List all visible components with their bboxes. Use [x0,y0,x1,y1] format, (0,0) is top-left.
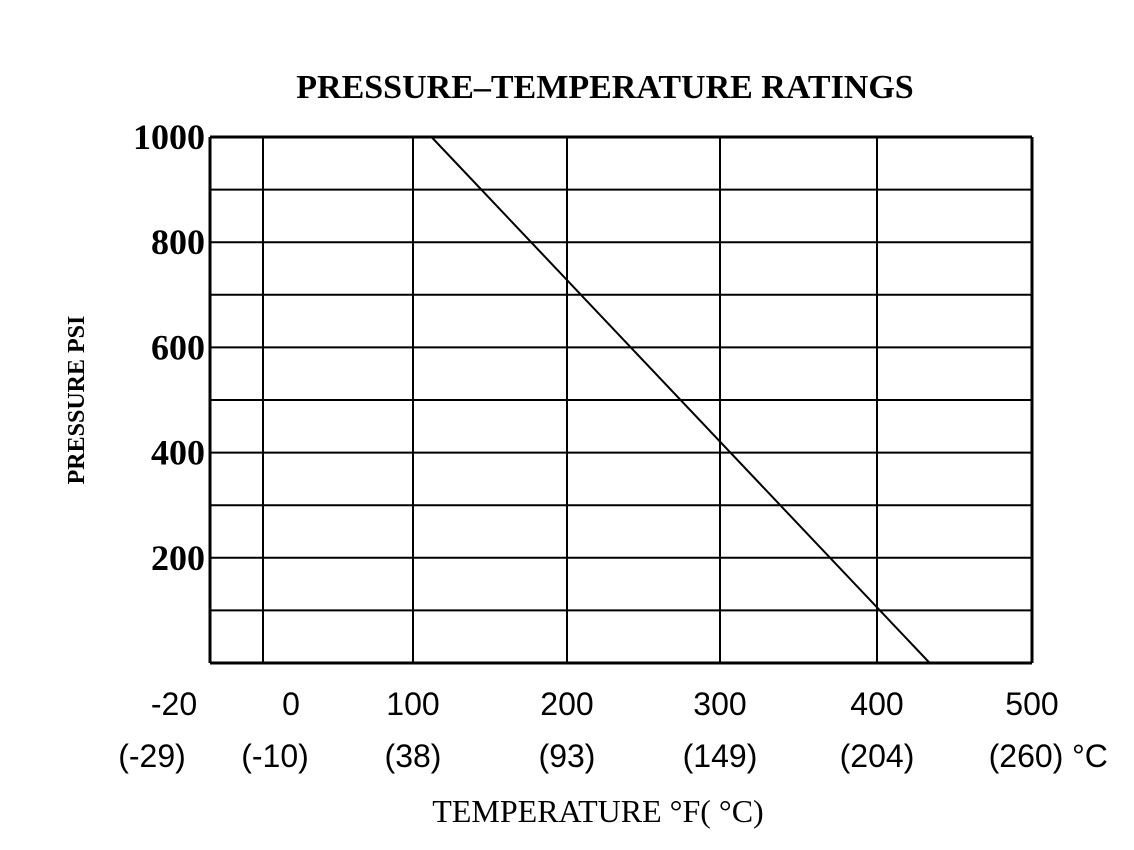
y-tick-labels: 200 400 600 800 1000 [133,117,205,578]
y-tick-label: 800 [151,222,205,262]
y-axis-label: PRESSURE PSI [64,316,90,485]
x-tick-label-c: (149) [683,738,758,774]
chart-title: PRESSURE–TEMPERATURE RATINGS [296,69,913,106]
y-tick-label: 200 [151,538,205,578]
x-tick-label-f: 500 [1005,686,1058,722]
celsius-unit-label: °C [1072,738,1108,774]
x-tick-labels: -20 (-29) 0 (-10) 100 (38) 200 (93) 300 (149) 400 (… [118,686,1063,774]
x-tick-label-c: (-10) [241,738,309,774]
x-tick-label-f: -20 [151,686,197,722]
x-tick-label-c: (260) [989,738,1064,774]
x-tick-label-f: 300 [693,686,746,722]
x-tick-label-c: (93) [539,738,596,774]
x-tick-label-c: (204) [840,738,915,774]
x-tick-label-f: 200 [540,686,593,722]
x-axis-label: TEMPERATURE °F( °C) [432,793,763,829]
y-tick-label: 600 [151,327,205,367]
grid [208,135,1034,665]
series [430,136,931,664]
x-tick-label-f: 0 [282,686,300,722]
x-tick-label-f: 100 [386,686,439,722]
y-tick-label: 400 [151,433,205,473]
rating-line [430,136,931,664]
x-tick-label-c: (38) [385,738,442,774]
x-tick-label-c: (-29) [118,738,186,774]
x-tick-label-f: 400 [850,686,903,722]
y-tick-label: 1000 [133,117,205,157]
